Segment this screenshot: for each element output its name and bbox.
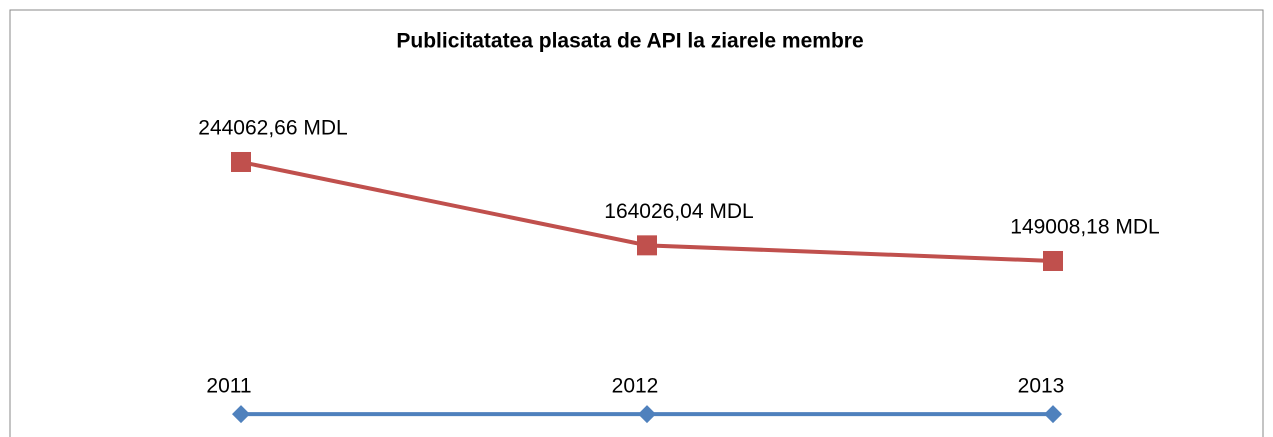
data-label: 2012 (612, 375, 659, 398)
chart-border (9, 9, 1264, 437)
data-label: 2013 (1018, 375, 1065, 398)
data-label: 164026,04 MDL (604, 200, 753, 223)
data-label: 149008,18 MDL (1010, 216, 1159, 239)
data-label: 244062,66 MDL (198, 117, 347, 140)
marker (1043, 250, 1063, 271)
marker (231, 151, 251, 172)
marker (232, 405, 250, 424)
data-label: 2011 (206, 375, 251, 398)
marker (638, 405, 656, 424)
chart-title: Publicitatatea plasata de API la ziarele… (396, 30, 863, 53)
marker (1044, 405, 1062, 424)
marker (637, 235, 657, 256)
